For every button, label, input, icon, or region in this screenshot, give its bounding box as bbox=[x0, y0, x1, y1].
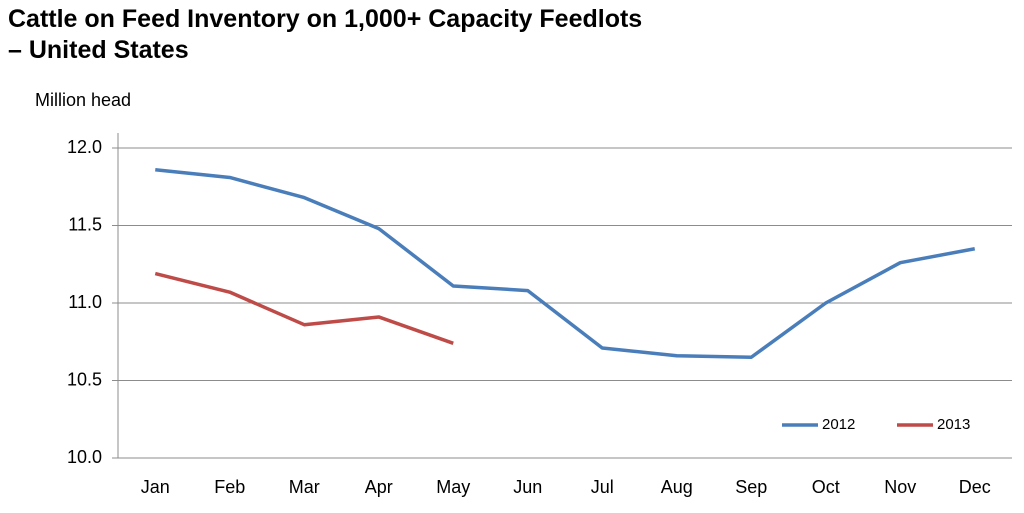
y-tick-label: 10.0 bbox=[67, 447, 102, 467]
y-tick-label: 11.5 bbox=[68, 214, 102, 234]
legend-label: 2013 bbox=[937, 416, 970, 433]
x-tick-label: Jun bbox=[513, 477, 542, 497]
y-axis-label: Million head bbox=[35, 90, 131, 110]
x-tick-label: Aug bbox=[661, 477, 693, 497]
x-tick-label: Apr bbox=[365, 477, 393, 497]
x-tick-label: Oct bbox=[812, 477, 840, 497]
y-tick-label: 12.0 bbox=[67, 137, 102, 157]
x-tick-label: May bbox=[436, 477, 470, 497]
series-line bbox=[154, 271, 454, 345]
series-line bbox=[155, 167, 976, 359]
x-tick-label: Dec bbox=[959, 477, 991, 497]
y-tick-label: 10.5 bbox=[67, 369, 102, 389]
x-tick-label: Jul bbox=[591, 477, 614, 497]
x-tick-label: Nov bbox=[884, 477, 916, 497]
x-tick-label: Mar bbox=[289, 477, 320, 497]
x-tick-label: Jan bbox=[141, 477, 170, 497]
x-tick-label: Sep bbox=[735, 477, 767, 497]
legend-label: 2012 bbox=[822, 416, 855, 433]
y-tick-label: 11.0 bbox=[68, 292, 102, 312]
x-tick-label: Feb bbox=[214, 477, 245, 497]
chart-title: Cattle on Feed Inventory on 1,000+ Capac… bbox=[8, 5, 643, 64]
